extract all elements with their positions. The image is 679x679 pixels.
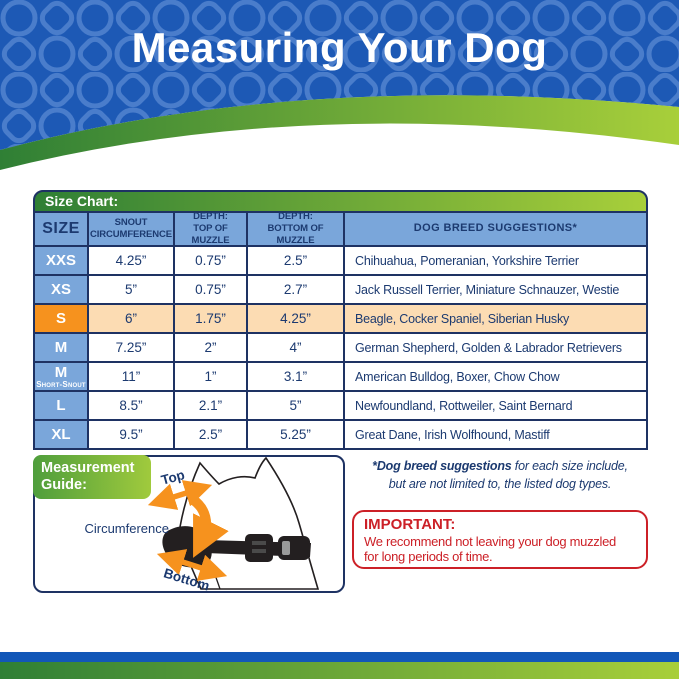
size-label-main: S [55,310,66,327]
top-measure-arrow [147,480,213,510]
buckle-latch [282,541,290,555]
table-row: XXS 4.25” 0.75” 2.5” Chihuahua, Pomeranian, … [35,247,648,276]
size-label-main: L [56,397,66,414]
size-chart-body: XXS 4.25” 0.75” 2.5” Chihuahua, Pomeranian, … [35,247,648,450]
column-header-2: DEPTH: TOP OF MUZZLE [175,211,248,247]
circumference-label: Circumference [84,521,169,536]
depth-top-value: 2” [175,334,248,363]
column-header-3: DEPTH: BOTTOM OF MUZZLE [248,211,345,247]
breed-suggestions: Chihuahua, Pomeranian, Yorkshire Terrier [345,247,648,276]
size-label: L [35,392,89,421]
size-chart-table: SIZE SNOUT CIRCUMFERENCE DEPTH: TOP OF MUZ… [33,211,648,450]
page-title: Measuring Your Dog [131,24,548,71]
snout-circumference-value: 7.25” [89,334,175,363]
size-label: XS [35,276,89,305]
buckle-slot2 [252,549,266,553]
snout-circumference-value: 9.5” [89,421,175,450]
circumference-arrow [188,494,229,558]
size-label: M Short-Snout [35,363,89,392]
depth-top-value: 1” [175,363,248,392]
snout-circumference-value: 4.25” [89,247,175,276]
breed-suggestions: Jack Russell Terrier, Miniature Schnauze… [345,276,648,305]
footnote-bold-text: *Dog breed suggestions [372,459,512,473]
table-row: M 7.25” 2” 4” German Shepherd, Golden & Labr… [35,334,648,363]
footnote-rest-text: for each size include, [511,459,628,473]
depth-top-value: 2.1” [175,392,248,421]
column-header-4: DOG BREED SUGGESTIONS* [345,213,648,247]
footer-blue-stripe [0,652,679,662]
breed-suggestions: American Bulldog, Boxer, Chow Chow [345,363,648,392]
size-chart-title: Size Chart: [33,190,648,213]
depth-bottom-value: 4.25” [248,305,345,334]
depth-top-value: 0.75” [175,276,248,305]
depth-top-value: 1.75” [175,305,248,334]
table-row: S 6” 1.75” 4.25” Beagle, Cocker Spaniel, Sib… [35,305,648,334]
depth-top-value: 0.75” [175,247,248,276]
size-label: S [35,305,89,334]
size-label-main: XL [51,426,71,443]
depth-bottom-value: 2.5” [248,247,345,276]
breed-suggestions: German Shepherd, Golden & Labrador Retri… [345,334,648,363]
size-label-main: XS [50,281,71,298]
dog-muzzle-illustration [147,457,320,590]
table-row: L 8.5” 2.1” 5” Newfoundland, Rottweiler, Sai… [35,392,648,421]
column-header-1: SNOUT CIRCUMFERENCE [89,213,175,247]
depth-bottom-value: 3.1” [248,363,345,392]
buckle-slot [252,541,266,545]
bottom-measure-arrow [156,549,228,581]
banner: Measuring Your Dog [0,0,679,190]
important-title: IMPORTANT: [364,516,456,533]
measurement-guide-label: Measurement Guide: [33,455,151,499]
important-line2: for long periods of time. [364,549,493,565]
snout-circumference-value: 11” [89,363,175,392]
size-label: XXS [35,247,89,276]
size-chart-header-row: SIZE SNOUT CIRCUMFERENCE DEPTH: TOP OF MUZ… [35,211,648,247]
breed-footnote: *Dog breed suggestions for each size inc… [352,458,648,493]
snout-circumference-value: 5” [89,276,175,305]
size-label-main: M [54,339,68,356]
banner-background-art [0,0,679,170]
depth-top-value: 2.5” [175,421,248,450]
size-label: XL [35,421,89,450]
important-line1: We recommend not leaving your dog muzzle… [364,533,616,549]
depth-bottom-value: 5.25” [248,421,345,450]
depth-bottom-value: 4” [248,334,345,363]
footer-green-stripe [0,662,679,679]
table-row: M Short-Snout 11” 1” 3.1” American Bulldog, B… [35,363,648,392]
important-notice-box: IMPORTANT: We recommend not leaving your… [352,510,648,569]
table-row: XL 9.5” 2.5” 5.25” Great Dane, Irish Wolfhou… [35,421,648,450]
breed-suggestions: Newfoundland, Rottweiler, Saint Bernard [345,392,648,421]
size-label-main: M [54,363,68,381]
table-row: XS 5” 0.75” 2.7” Jack Russell Terrier, Minia… [35,276,648,305]
breed-suggestions: Great Dane, Irish Wolfhound, Mastiff [345,421,648,450]
depth-bottom-value: 5” [248,392,345,421]
breed-suggestions: Beagle, Cocker Spaniel, Siberian Husky [345,305,648,334]
measurement-guide-box: Measurement Guide: [33,455,345,594]
size-label-main: XXS [45,252,76,269]
buckle-male [245,534,273,562]
column-header-0: SIZE [35,213,89,247]
size-chart: Size Chart: SIZE SNOUT CIRCUMFERENCE DEPTH… [33,190,648,450]
size-label: M [35,334,89,363]
depth-bottom-value: 2.7” [248,276,345,305]
footnote-line2: but are not limited to, the listed dog t… [388,476,612,491]
snout-circumference-value: 6” [89,305,175,334]
snout-circumference-value: 8.5” [89,392,175,421]
size-label-sub: Short-Snout [36,379,86,389]
